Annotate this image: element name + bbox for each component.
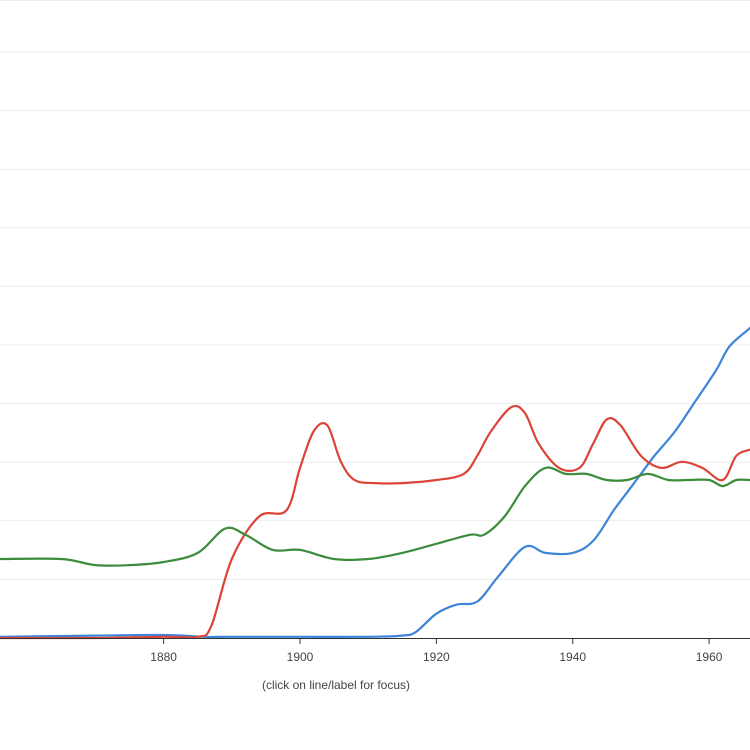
series-layer [0, 327, 750, 640]
x-tick-label: 1940 [559, 650, 586, 664]
series-line-red[interactable] [0, 404, 750, 640]
x-tick-label: 1880 [150, 650, 177, 664]
x-tick-label: 1960 [696, 650, 723, 664]
series-line-green[interactable] [0, 466, 750, 567]
x-axis-ticks: 1880 1900 1920 1940 1960 [150, 638, 723, 664]
x-tick-label: 1900 [287, 650, 314, 664]
focus-hint-text: (click on line/label for focus) [261, 678, 411, 692]
gridlines [0, 0, 750, 580]
x-tick-label: 1920 [423, 650, 450, 664]
series-line-blue[interactable] [0, 327, 750, 639]
